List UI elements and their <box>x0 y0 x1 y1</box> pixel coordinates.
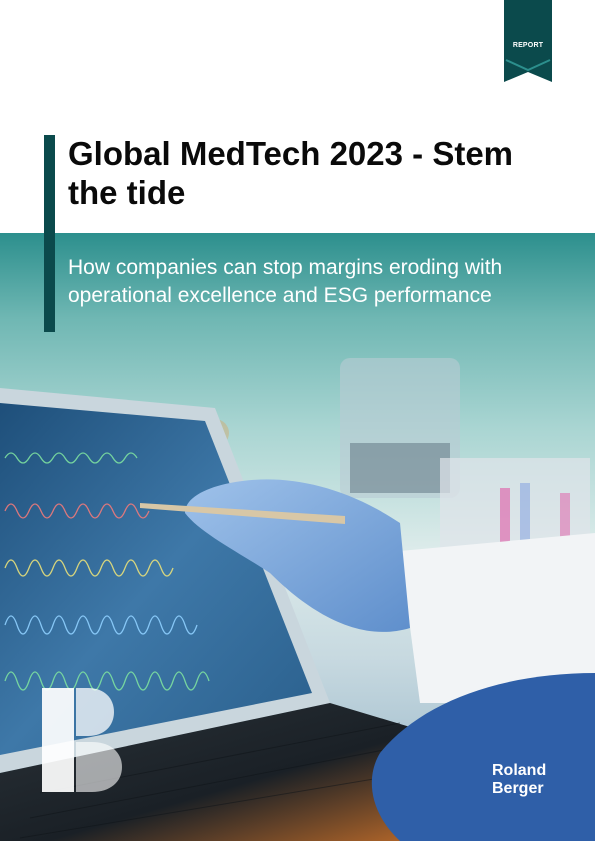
report-subtitle: How companies can stop margins eroding w… <box>68 256 503 307</box>
report-tab: REPORT <box>504 0 552 82</box>
report-tab-shape <box>504 0 552 82</box>
title-accent-bar <box>44 135 55 332</box>
b-monogram-icon <box>42 688 122 792</box>
roland-berger-logo: Roland Berger <box>492 762 582 798</box>
report-label: REPORT <box>512 42 544 49</box>
brand-line-2: Berger <box>492 780 544 797</box>
lab-scene-illustration <box>0 358 595 841</box>
cover-photo <box>0 233 595 841</box>
report-title: Global MedTech 2023 - Stem the tide <box>68 135 514 211</box>
brand-line-1: Roland <box>492 762 547 779</box>
